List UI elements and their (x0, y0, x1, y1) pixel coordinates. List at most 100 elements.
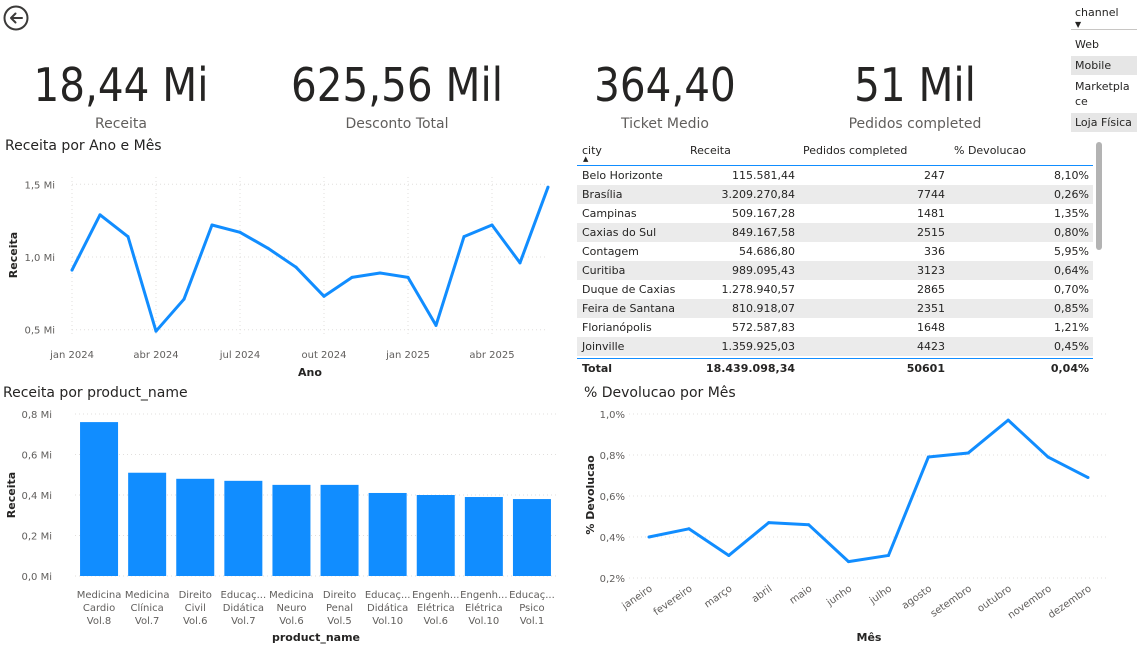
x-tick-label: Medicina (125, 590, 170, 601)
data-point[interactable] (154, 329, 158, 333)
data-point[interactable] (462, 235, 466, 239)
cell-devolucao: 1,35% (1054, 207, 1089, 220)
bar[interactable] (272, 484, 311, 576)
product-bar-chart[interactable]: 0,0 Mi 0,2 Mi 0,4 Mi 0,6 Mi 0,8 Mi Medicina Ca… (0, 400, 570, 645)
data-point[interactable] (98, 213, 102, 217)
data-point[interactable] (266, 246, 270, 250)
y-tick-label: 1,0% (600, 410, 625, 421)
table-row[interactable]: Caxias do Sul 849.167,58 2515 0,80% (577, 223, 1093, 242)
data-point[interactable] (182, 297, 186, 301)
data-point[interactable] (294, 265, 298, 269)
data-point[interactable] (322, 294, 326, 298)
bar[interactable] (128, 472, 167, 576)
receita-series-line[interactable] (70, 186, 550, 333)
bar[interactable] (320, 484, 359, 576)
total-receita: 18.439.098,34 (705, 362, 795, 375)
y-axis-title: Receita (7, 232, 20, 278)
total-label: Total (582, 362, 613, 375)
data-point[interactable] (70, 268, 74, 272)
data-point[interactable] (406, 275, 410, 279)
data-point[interactable] (518, 261, 522, 265)
table-body: Belo Horizonte 115.581,44 247 8,10% Brasília… (577, 166, 1093, 356)
column-header-receita[interactable]: Receita (690, 144, 731, 157)
x-tick-label: Penal (326, 603, 353, 614)
channel-slicer[interactable]: channel ▼ Web Mobile Marketplace Loja Fí… (1071, 6, 1137, 134)
data-point[interactable] (647, 535, 651, 539)
slicer-item-loja-fisica[interactable]: Loja Física (1071, 113, 1137, 132)
data-point[interactable] (807, 523, 811, 527)
sort-asc-icon[interactable]: ▲ (583, 155, 589, 163)
x-tick-label: Educaç... (221, 590, 267, 601)
data-point[interactable] (1006, 418, 1010, 422)
data-point[interactable] (966, 451, 970, 455)
x-tick-label: Engenh... (460, 590, 507, 601)
data-point[interactable] (210, 223, 214, 227)
table-row[interactable]: Contagem 54.686,80 336 5,95% (577, 242, 1093, 261)
kpi-value: 18,44 Mi (33, 58, 209, 112)
table-row[interactable]: Belo Horizonte 115.581,44 247 8,10% (577, 166, 1093, 185)
table-scrollbar[interactable] (1096, 142, 1102, 250)
slicer-item-marketplace[interactable]: Marketplace (1075, 80, 1130, 108)
column-header-city[interactable]: city (582, 144, 602, 157)
column-header-devolucao[interactable]: % Devolucao (954, 144, 1026, 157)
cell-devolucao: 0,70% (1054, 283, 1089, 296)
x-tick-label: Civil (185, 603, 206, 614)
cell-pedidos: 1648 (917, 321, 945, 334)
data-point[interactable] (847, 560, 851, 564)
data-point[interactable] (378, 271, 382, 275)
bar[interactable] (512, 499, 551, 576)
y-tick-label: 1,0 Mi (25, 253, 56, 264)
data-point[interactable] (687, 527, 691, 531)
back-arrow-icon[interactable] (3, 5, 29, 31)
bar[interactable] (464, 497, 503, 576)
cell-city: Campinas (582, 207, 637, 220)
x-tick-label: Educaç... (509, 590, 555, 601)
line-chart-title: Receita por Ano e Mês (5, 138, 162, 154)
x-tick-label: Vol.7 (135, 616, 160, 627)
slicer-item-mobile[interactable]: Mobile (1071, 56, 1137, 75)
kpi-label: Ticket Medio (621, 116, 709, 132)
table-row[interactable]: Florianópolis 572.587,83 1648 1,21% (577, 318, 1093, 337)
table-row[interactable]: Curitiba 989.095,43 3123 0,64% (577, 261, 1093, 280)
cell-receita: 1.278.940,57 (721, 283, 795, 296)
cell-devolucao: 8,10% (1054, 169, 1089, 182)
bar[interactable] (80, 422, 119, 576)
sort-caret-icon[interactable]: ▼ (1071, 21, 1137, 30)
table-row[interactable]: Campinas 509.167,28 1481 1,35% (577, 204, 1093, 223)
cell-receita: 849.167,58 (732, 226, 795, 239)
data-point[interactable] (490, 223, 494, 227)
cell-receita: 810.918,07 (732, 302, 795, 315)
x-tick-label: Vol.10 (468, 616, 499, 627)
data-point[interactable] (238, 230, 242, 234)
x-tick-label: abril (750, 583, 774, 605)
data-point[interactable] (1046, 455, 1050, 459)
data-point[interactable] (126, 235, 130, 239)
cell-receita: 3.209.270,84 (721, 188, 795, 201)
cell-devolucao: 0,45% (1054, 340, 1089, 353)
data-point[interactable] (434, 323, 438, 327)
data-point[interactable] (767, 521, 771, 525)
x-tick-label: Vol.1 (520, 616, 545, 627)
city-table[interactable]: city ▲ Receita Pedidos completed % Devol… (577, 140, 1093, 378)
bar[interactable] (416, 495, 455, 576)
bar[interactable] (368, 492, 407, 576)
data-point[interactable] (727, 553, 731, 557)
data-point[interactable] (886, 553, 890, 557)
table-row[interactable]: Duque de Caxias 1.278.940,57 2865 0,70% (577, 280, 1093, 299)
bar[interactable] (224, 480, 263, 576)
column-header-pedidos[interactable]: Pedidos completed (803, 144, 908, 157)
table-row[interactable]: Brasília 3.209.270,84 7744 0,26% (577, 185, 1093, 204)
cell-receita: 54.686,80 (739, 245, 795, 258)
table-row[interactable]: Feira de Santana 810.918,07 2351 0,85% (577, 299, 1093, 318)
data-point[interactable] (1086, 476, 1090, 480)
data-point[interactable] (350, 275, 354, 279)
x-tick-label: fevereiro (652, 583, 695, 618)
receita-line-chart[interactable]: 0,5 Mi 1,0 Mi 1,5 Mi jan 2024 abr 2024 jul 20… (0, 155, 570, 385)
data-point[interactable] (926, 455, 930, 459)
slicer-item-web[interactable]: Web (1075, 38, 1099, 51)
devolucao-series-line[interactable] (648, 418, 1089, 564)
table-row[interactable]: Joinville 1.359.925,03 4423 0,45% (577, 337, 1093, 356)
bar[interactable] (176, 478, 215, 576)
data-point[interactable] (546, 185, 550, 189)
